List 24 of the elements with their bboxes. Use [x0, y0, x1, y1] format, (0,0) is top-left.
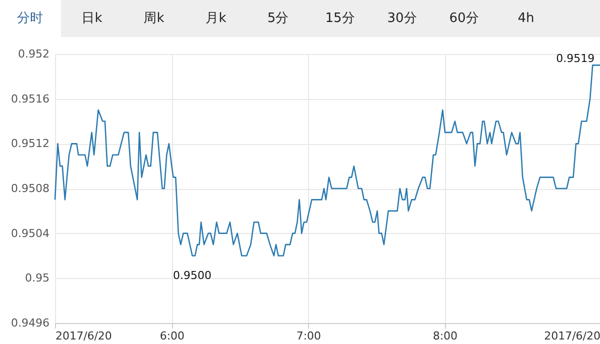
- x-tick-label: 6:00: [160, 330, 185, 342]
- y-tick-label: 0.9504: [11, 226, 50, 240]
- annotation: 0.9519: [556, 52, 595, 66]
- x-tick-label: 7:00: [296, 330, 322, 342]
- y-tick-label: 0.95: [25, 272, 50, 285]
- text: 周k: [144, 11, 165, 26]
- text: 15分: [325, 11, 355, 26]
- y-tick-label: 0.9512: [11, 137, 50, 150]
- text: 分时: [17, 11, 43, 26]
- text: 30分: [387, 11, 417, 26]
- y-tick-label: 0.9508: [11, 182, 50, 195]
- text: 5分: [267, 11, 289, 26]
- y-tick-label: 0.9496: [11, 316, 50, 330]
- x-tick-label: 8:00: [432, 330, 458, 342]
- text: 日k: [82, 11, 103, 26]
- x-tick-label: 2017/6/20: [56, 330, 112, 342]
- text: 4h: [518, 11, 534, 26]
- x-tick-label: 2017/6/20: [544, 330, 600, 342]
- text: 月k: [206, 11, 227, 26]
- line-series: [54, 64, 600, 256]
- annotation: 0.9500: [173, 268, 212, 282]
- y-tick-label: 0.9516: [11, 92, 50, 106]
- text: 60分: [449, 11, 479, 26]
- y-tick-label: 0.952: [18, 48, 50, 60]
